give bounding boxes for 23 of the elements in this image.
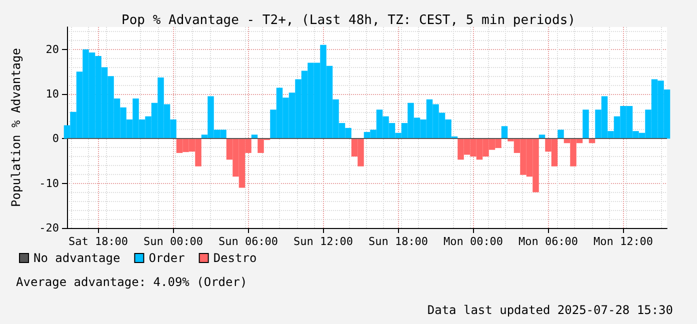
- x-tick-label: Sun 06:00: [218, 235, 278, 248]
- bar: [582, 110, 589, 139]
- x-tick-label: Mon 06:00: [518, 235, 578, 248]
- y-axis-title: Population % Advantage: [9, 48, 23, 207]
- legend-label: Destro: [213, 251, 257, 265]
- legend-label: No advantage: [34, 251, 120, 265]
- bar: [558, 130, 564, 139]
- y-tick-label: 0: [52, 132, 59, 146]
- bar: [501, 126, 508, 139]
- x-tick-label: Mon 12:00: [593, 235, 654, 248]
- x-tick-label: Sat 18:00: [68, 235, 128, 248]
- text: Average advantage: 4.09% (Order): [16, 275, 248, 289]
- text: Data last updated 2025-07-28 15:30: [427, 303, 674, 317]
- x-tick-label: Sun 12:00: [293, 235, 354, 248]
- x-tick-label: Mon 00:00: [443, 235, 504, 248]
- y-tick-label: 10: [46, 88, 59, 100]
- y-tick-label: 20: [46, 42, 59, 56]
- y-tick-label: -10: [39, 176, 59, 190]
- x-tick-label: Sun 18:00: [368, 235, 428, 248]
- legend-label: Order: [148, 251, 185, 265]
- chart-title: Pop % Advantage - T2+, (Last 48h, TZ: CEST, 5 min periods): [122, 13, 576, 28]
- x-tick-label: Sun 00:00: [143, 235, 204, 248]
- y-tick-label: -20: [39, 222, 59, 234]
